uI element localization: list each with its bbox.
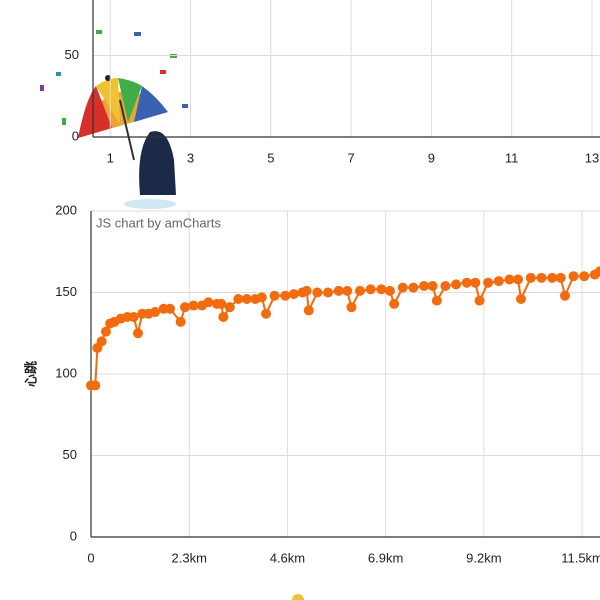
point — [559, 290, 570, 301]
y-tick-label: 50 — [65, 47, 79, 62]
decoration — [292, 594, 304, 600]
point — [188, 300, 199, 311]
point — [224, 302, 235, 313]
point — [536, 272, 547, 283]
point — [579, 271, 590, 282]
x-tick-label: 9 — [428, 150, 435, 165]
point — [346, 302, 357, 313]
x-tick-label: 1 — [107, 150, 114, 165]
y-tick-label: 50 — [63, 447, 77, 462]
point — [516, 294, 527, 305]
point — [342, 285, 353, 296]
point — [269, 290, 280, 301]
point — [233, 294, 244, 305]
point — [483, 277, 494, 288]
y-tick-label: 150 — [55, 284, 77, 299]
point — [451, 279, 462, 290]
y-tick-label: 0 — [70, 528, 77, 543]
point — [312, 287, 323, 298]
point — [397, 282, 408, 293]
x-tick-label: 11 — [505, 150, 519, 165]
point — [150, 307, 161, 318]
x-tick-label: 6.9km — [368, 550, 403, 565]
x-tick-label: 5 — [267, 150, 274, 165]
y-axis-label: 心跳 — [23, 361, 38, 387]
x-tick-label: 13 — [585, 150, 599, 165]
point — [595, 266, 600, 277]
point — [128, 311, 139, 322]
point — [513, 274, 524, 285]
x-tick-label: 3 — [187, 150, 194, 165]
point — [301, 285, 312, 296]
point — [547, 272, 558, 283]
point — [90, 380, 101, 391]
point — [384, 285, 395, 296]
point — [218, 311, 229, 322]
umbrella-illustration — [40, 30, 188, 209]
point — [408, 282, 419, 293]
point — [555, 272, 566, 283]
point — [175, 316, 186, 327]
y-tick-label: 200 — [55, 202, 77, 217]
point — [179, 302, 190, 313]
point — [440, 280, 451, 291]
point — [493, 276, 504, 287]
point — [100, 326, 111, 337]
point — [333, 285, 344, 296]
point — [164, 303, 175, 314]
x-tick-label: 11.5km — [561, 550, 600, 565]
watermark: JS chart by amCharts — [96, 215, 221, 230]
point — [525, 272, 536, 283]
point — [461, 277, 472, 288]
point — [216, 298, 227, 309]
point — [376, 284, 387, 295]
point — [474, 295, 485, 306]
point — [303, 305, 314, 316]
point — [365, 284, 376, 295]
point — [203, 297, 214, 308]
point — [241, 294, 252, 305]
point — [132, 328, 143, 339]
point — [470, 277, 481, 288]
y-tick-label: 100 — [55, 365, 77, 380]
point — [256, 292, 267, 303]
point — [389, 298, 400, 309]
point — [355, 285, 366, 296]
y-tick-label: 0 — [72, 128, 79, 143]
point — [288, 289, 299, 300]
point — [427, 280, 438, 291]
x-tick-label: 7 — [347, 150, 354, 165]
point — [431, 295, 442, 306]
x-tick-label: 2.3km — [172, 550, 207, 565]
x-tick-label: 4.6km — [270, 550, 305, 565]
point — [419, 280, 430, 291]
point — [261, 308, 272, 319]
x-tick-label: 9.2km — [466, 550, 501, 565]
point — [280, 290, 291, 301]
point — [568, 271, 579, 282]
point — [322, 287, 333, 298]
x-tick-label: 0 — [87, 550, 94, 565]
point — [96, 336, 107, 347]
point — [504, 274, 515, 285]
